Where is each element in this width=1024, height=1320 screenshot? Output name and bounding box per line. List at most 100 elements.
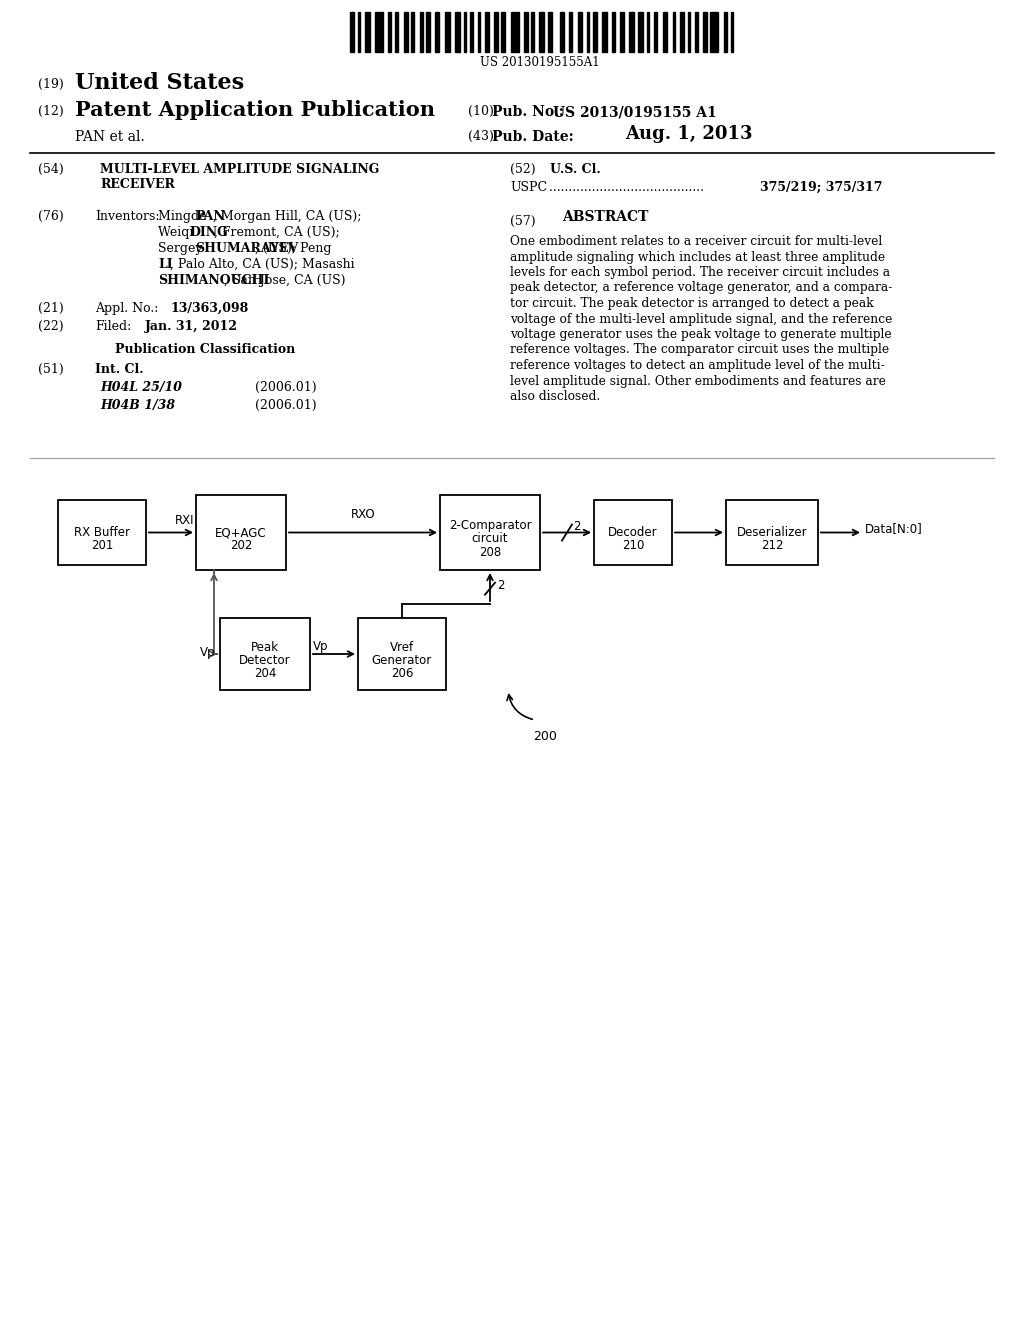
Bar: [548, 12, 552, 51]
Text: reference voltages. The comparator circuit uses the multiple: reference voltages. The comparator circu…: [510, 343, 889, 356]
Text: reference voltages to detect an amplitude level of the multi-: reference voltages to detect an amplitud…: [510, 359, 885, 372]
Bar: [403, 12, 408, 51]
Bar: [702, 12, 707, 51]
Text: Generator: Generator: [372, 653, 432, 667]
Text: Weiqi: Weiqi: [158, 226, 198, 239]
Text: Detector: Detector: [240, 653, 291, 667]
Text: Patent Application Publication: Patent Application Publication: [75, 100, 435, 120]
Text: MULTI-LEVEL AMPLITUDE SIGNALING: MULTI-LEVEL AMPLITUDE SIGNALING: [100, 162, 379, 176]
Text: 375/219; 375/317: 375/219; 375/317: [760, 181, 883, 194]
Text: also disclosed.: also disclosed.: [510, 389, 600, 403]
Text: SHIMANOUCHI: SHIMANOUCHI: [158, 275, 269, 286]
Text: , Fremont, CA (US);: , Fremont, CA (US);: [214, 226, 340, 239]
Bar: [578, 12, 582, 51]
Text: (76): (76): [38, 210, 63, 223]
Bar: [395, 12, 397, 51]
Text: US 20130195155A1: US 20130195155A1: [480, 55, 600, 69]
Text: PAN: PAN: [196, 210, 225, 223]
Text: (51): (51): [38, 363, 63, 376]
Bar: [593, 12, 597, 51]
Bar: [220, 618, 310, 690]
Text: Pub. Date:: Pub. Date:: [492, 129, 573, 144]
Bar: [724, 12, 727, 51]
Bar: [426, 12, 430, 51]
Text: , Morgan Hill, CA (US);: , Morgan Hill, CA (US);: [213, 210, 361, 223]
Bar: [560, 12, 564, 51]
Bar: [470, 12, 473, 51]
Bar: [680, 12, 684, 51]
Text: (54): (54): [38, 162, 63, 176]
Text: (21): (21): [38, 302, 63, 315]
Text: 210: 210: [622, 539, 644, 552]
Text: tor circuit. The peak detector is arranged to detect a peak: tor circuit. The peak detector is arrang…: [510, 297, 873, 310]
Text: 2: 2: [497, 578, 505, 591]
Bar: [621, 12, 624, 51]
Text: 206: 206: [391, 667, 414, 680]
Text: voltage of the multi-level amplitude signal, and the reference: voltage of the multi-level amplitude sig…: [510, 313, 892, 326]
Bar: [695, 12, 698, 51]
Bar: [646, 12, 649, 51]
Text: Jan. 31, 2012: Jan. 31, 2012: [145, 319, 238, 333]
Text: ........................................: ........................................: [545, 181, 705, 194]
Text: Int. Cl.: Int. Cl.: [95, 363, 143, 376]
Text: 204: 204: [254, 667, 276, 680]
Text: RECEIVER: RECEIVER: [100, 178, 175, 191]
Text: Sergey: Sergey: [158, 242, 207, 255]
Text: 212: 212: [761, 539, 783, 552]
Text: , San Jose, CA (US): , San Jose, CA (US): [224, 275, 345, 286]
Text: Appl. No.:: Appl. No.:: [95, 302, 159, 315]
Text: (57): (57): [510, 215, 536, 228]
Bar: [688, 12, 690, 51]
Text: 208: 208: [479, 545, 501, 558]
Text: Vref: Vref: [390, 642, 414, 653]
Text: 2-Comparator: 2-Comparator: [449, 520, 531, 532]
Bar: [638, 12, 643, 51]
Bar: [726, 500, 818, 565]
Bar: [196, 495, 286, 570]
Text: (43): (43): [468, 129, 494, 143]
Text: (22): (22): [38, 319, 63, 333]
Bar: [569, 12, 571, 51]
Bar: [485, 12, 488, 51]
Bar: [587, 12, 589, 51]
Bar: [445, 12, 451, 51]
Bar: [511, 12, 519, 51]
Text: (10): (10): [468, 106, 494, 117]
Text: , (US); Peng: , (US); Peng: [255, 242, 332, 255]
Bar: [420, 12, 423, 51]
Text: Publication Classification: Publication Classification: [115, 343, 295, 356]
Text: (12): (12): [38, 106, 63, 117]
Text: Data[N:0]: Data[N:0]: [865, 523, 923, 536]
Text: EQ+AGC: EQ+AGC: [215, 525, 267, 539]
Text: Vp: Vp: [313, 640, 329, 653]
Text: 201: 201: [91, 539, 114, 552]
Text: 202: 202: [229, 539, 252, 552]
Text: Filed:: Filed:: [95, 319, 131, 333]
Bar: [58, 500, 146, 565]
Bar: [365, 12, 370, 51]
Bar: [357, 12, 360, 51]
Bar: [629, 12, 634, 51]
Text: H04B 1/38: H04B 1/38: [100, 399, 175, 412]
Text: RXI: RXI: [174, 515, 194, 528]
Bar: [673, 12, 676, 51]
Bar: [594, 500, 672, 565]
Bar: [654, 12, 656, 51]
Text: U.S. Cl.: U.S. Cl.: [550, 162, 601, 176]
Text: ABSTRACT: ABSTRACT: [562, 210, 648, 224]
Text: USPC: USPC: [510, 181, 547, 194]
Text: United States: United States: [75, 73, 244, 94]
Text: (2006.01): (2006.01): [255, 399, 316, 412]
Text: US 2013/0195155 A1: US 2013/0195155 A1: [553, 106, 717, 119]
Text: SHUMARAYEV: SHUMARAYEV: [196, 242, 298, 255]
Bar: [711, 12, 718, 51]
Text: Deserializer: Deserializer: [736, 525, 807, 539]
Bar: [663, 12, 667, 51]
Text: Inventors:: Inventors:: [95, 210, 160, 223]
Bar: [494, 12, 498, 51]
Bar: [358, 618, 446, 690]
Text: PAN et al.: PAN et al.: [75, 129, 144, 144]
Bar: [601, 12, 606, 51]
Bar: [611, 12, 615, 51]
Text: Peak: Peak: [251, 642, 279, 653]
